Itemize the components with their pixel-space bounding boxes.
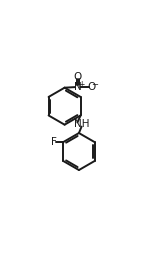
Text: N: N	[74, 82, 82, 92]
Text: −: −	[91, 81, 99, 89]
Text: F: F	[51, 137, 57, 147]
Text: O: O	[87, 82, 96, 92]
Text: NH: NH	[74, 119, 90, 129]
Text: O: O	[74, 72, 82, 82]
Text: +: +	[78, 81, 84, 89]
